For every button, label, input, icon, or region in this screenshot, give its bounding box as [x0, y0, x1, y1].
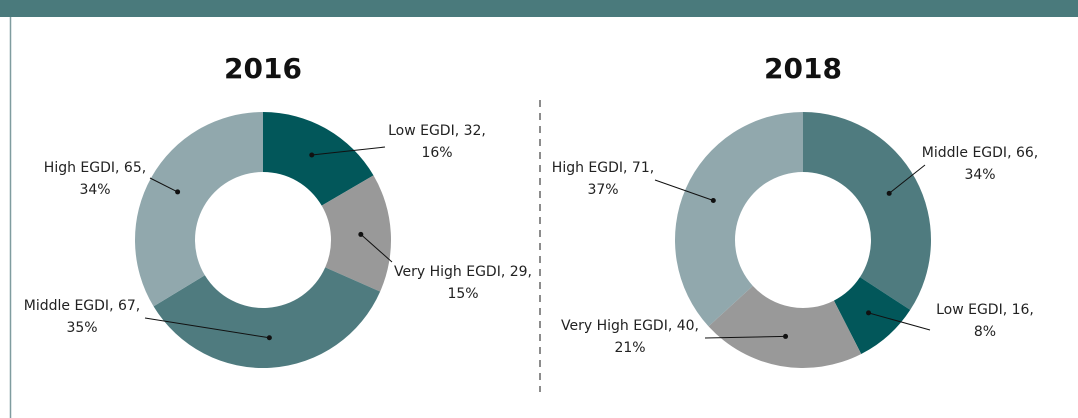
data-label: Middle EGDI, 66,	[922, 145, 1038, 161]
donut-slice	[833, 277, 911, 355]
leader-line	[704, 335, 786, 339]
leader-dot	[309, 152, 315, 158]
chart-title: 2016	[224, 52, 302, 85]
donut-slice	[153, 267, 381, 368]
data-label: 34%	[79, 182, 110, 198]
data-label: High EGDI, 65,	[44, 160, 146, 176]
leader-dot	[175, 189, 181, 195]
leader-dot	[358, 231, 364, 237]
data-label: Very High EGDI, 40,	[561, 318, 699, 334]
data-label: Middle EGDI, 67,	[24, 298, 140, 314]
donut-slice	[321, 175, 391, 292]
leader-line	[360, 234, 393, 263]
leader-line	[149, 177, 178, 193]
donut-slice	[803, 112, 931, 310]
data-label: 21%	[614, 340, 645, 356]
leader-line	[654, 179, 714, 201]
data-label: Low EGDI, 32,	[388, 123, 486, 139]
data-label: 16%	[421, 145, 452, 161]
chart-title: 2018	[764, 52, 842, 85]
data-label: High EGDI, 71,	[552, 160, 654, 176]
data-label: 8%	[974, 324, 996, 340]
data-label: 37%	[587, 182, 618, 198]
leader-dot	[866, 310, 872, 316]
data-label: 15%	[447, 286, 478, 302]
donut-slice	[708, 285, 862, 369]
donut-slice	[674, 112, 803, 327]
data-label: Very High EGDI, 29,	[394, 264, 532, 280]
leader-line	[868, 312, 931, 331]
donut-slice	[135, 112, 263, 307]
leader-dot	[886, 190, 892, 196]
data-label: Low EGDI, 16,	[936, 302, 1034, 318]
leader-dot	[710, 197, 716, 203]
top-bar	[0, 0, 1078, 17]
leader-line	[888, 164, 926, 194]
leader-dot	[266, 335, 272, 341]
donut-slice	[263, 112, 374, 206]
data-label: 34%	[964, 167, 995, 183]
leader-line	[144, 317, 270, 339]
leader-dot	[783, 333, 789, 339]
leader-line	[311, 146, 386, 156]
data-label: 35%	[66, 320, 97, 336]
